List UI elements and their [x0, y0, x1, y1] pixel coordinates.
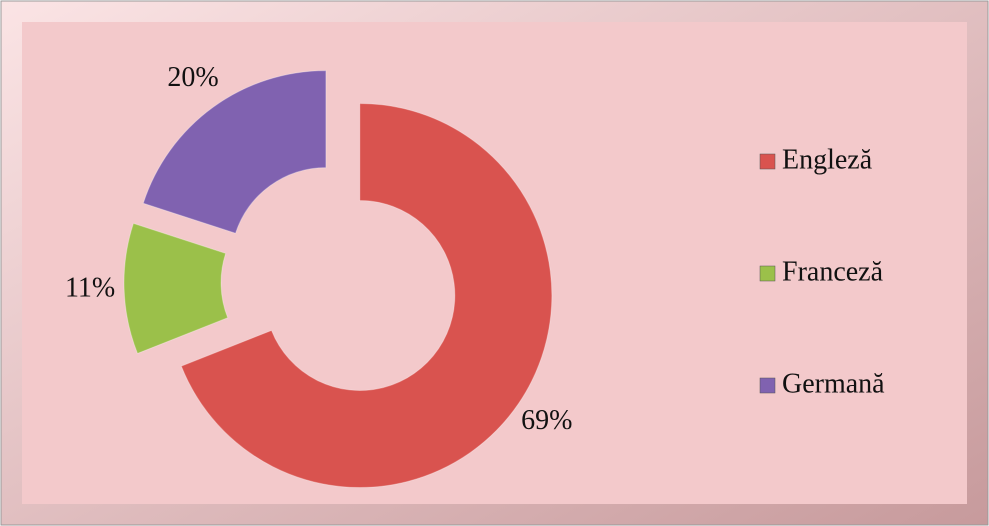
- legend-label: Germană: [782, 368, 885, 399]
- data-label: 11%: [65, 272, 115, 303]
- legend-swatch: [760, 266, 775, 281]
- page: 69%Engleză11%Franceză20%Germană (() => {…: [0, 0, 989, 526]
- chart: 69% Engleză 11% Franceză 20% Germană: [0, 0, 989, 526]
- legend-label: Franceză: [782, 256, 884, 287]
- data-label: 69%: [521, 405, 572, 436]
- legend-label: Engleză: [782, 144, 873, 175]
- legend-swatch: [760, 154, 775, 169]
- legend-swatch: [760, 378, 775, 393]
- data-label: 20%: [167, 62, 218, 93]
